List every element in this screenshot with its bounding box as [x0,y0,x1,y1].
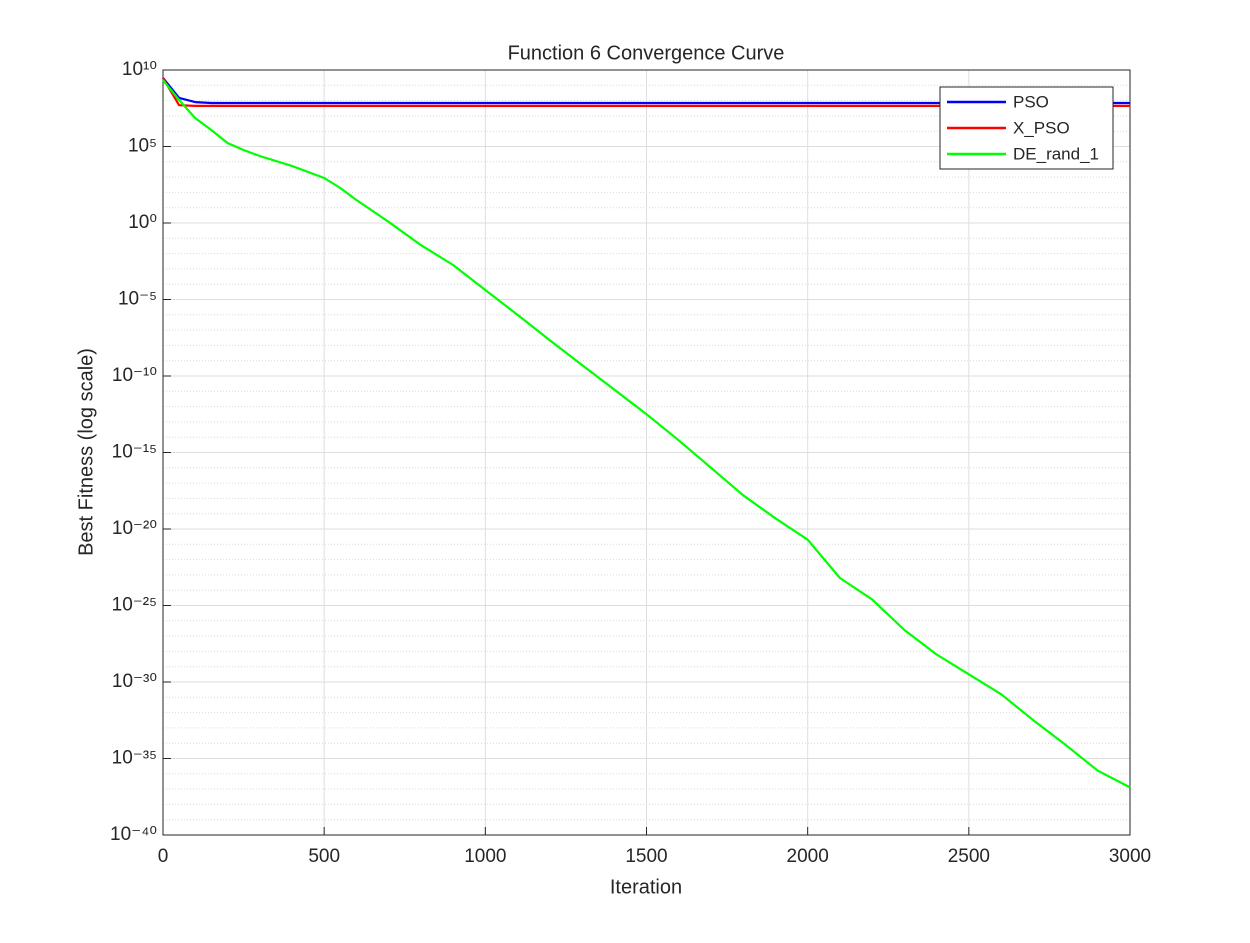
y-tick-label: 10⁻¹⁵ [112,442,157,463]
y-tick-label: 10⁻⁵ [118,289,157,310]
y-tick-label: 10⁻³⁰ [112,671,157,692]
y-tick-label: 10¹⁰ [122,59,157,80]
series-line [162,79,1131,789]
x-tick-label: 1000 [464,846,506,867]
legend-label: X_PSO [1013,118,1070,137]
y-axis-label: Best Fitness (log scale) [75,348,97,556]
x-tick-label: 0 [158,846,169,867]
y-tick-label: 10⁻³⁵ [112,748,157,769]
chart-title: Function 6 Convergence Curve [508,42,785,64]
x-axis-label: Iteration [610,876,682,898]
y-tick-label: 10⁻¹⁰ [112,365,157,386]
y-tick-label: 10⁻²⁵ [112,595,157,616]
x-tick-label: 3000 [1109,846,1151,867]
y-tick-label: 10⁰ [128,212,157,233]
x-tick-label: 2000 [787,846,829,867]
y-tick-label: 10⁵ [128,136,157,157]
y-tick-label: 10⁻²⁰ [112,518,157,539]
axes-box [162,69,1131,836]
x-tick-label: 500 [308,846,340,867]
series-line [162,77,1130,105]
x-tick-label: 2500 [948,846,990,867]
legend-label: PSO [1013,92,1049,111]
legend-label: DE_rand_1 [1013,144,1099,163]
x-tick-label: 1500 [625,846,667,867]
y-tick-label: 10⁻⁴⁰ [110,824,157,845]
